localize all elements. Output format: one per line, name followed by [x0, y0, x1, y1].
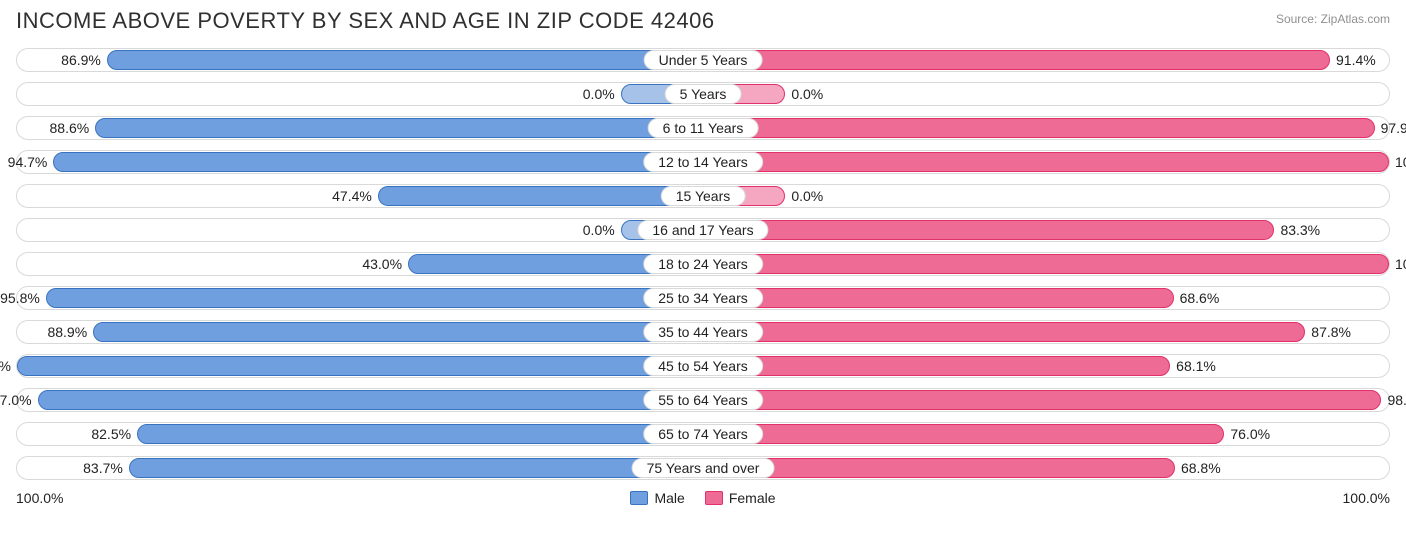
value-label-male: 97.0%	[0, 392, 32, 408]
category-label: 16 and 17 Years	[637, 220, 768, 240]
bar-male	[46, 288, 703, 308]
chart-row: 65 to 74 Years 82.5% 76.0%	[16, 422, 1390, 446]
category-label: 6 to 11 Years	[648, 118, 759, 138]
category-label: Under 5 Years	[644, 50, 763, 70]
value-label-male: 95.8%	[0, 290, 40, 306]
value-label-male: 0.0%	[583, 222, 615, 238]
value-label-male: 88.9%	[47, 324, 87, 340]
value-label-female: 87.8%	[1311, 324, 1351, 340]
value-label-male: 86.9%	[61, 52, 101, 68]
value-label-female: 83.3%	[1280, 222, 1320, 238]
swatch-female	[705, 491, 723, 505]
bar-male	[38, 390, 703, 410]
value-label-female: 68.6%	[1180, 290, 1220, 306]
category-label: 12 to 14 Years	[643, 152, 763, 172]
bar-female	[703, 356, 1170, 376]
chart-row: 16 and 17 Years 0.0% 83.3%	[16, 218, 1390, 242]
bar-male	[378, 186, 703, 206]
bar-female	[703, 220, 1274, 240]
bar-female	[703, 390, 1381, 410]
bar-female	[703, 322, 1305, 342]
value-label-female: 97.9%	[1381, 120, 1406, 136]
chart-footer: 100.0% Male Female 100.0%	[16, 490, 1390, 506]
bar-female	[703, 50, 1330, 70]
value-label-male: 0.0%	[583, 86, 615, 102]
chart-container: INCOME ABOVE POVERTY BY SEX AND AGE IN Z…	[0, 0, 1406, 558]
value-label-female: 0.0%	[791, 188, 823, 204]
category-label: 75 Years and over	[632, 458, 775, 478]
value-label-female: 91.4%	[1336, 52, 1376, 68]
chart-row: 5 Years 0.0% 0.0%	[16, 82, 1390, 106]
chart-row: 18 to 24 Years43.0%100.0%	[16, 252, 1390, 276]
chart-row: 55 to 64 Years97.0%98.9%	[16, 388, 1390, 412]
value-label-male: 82.5%	[91, 426, 131, 442]
bar-female	[703, 118, 1375, 138]
legend-item-female: Female	[705, 490, 776, 506]
axis-right-max: 100.0%	[1343, 490, 1390, 506]
chart-row: 15 Years 47.4% 0.0%	[16, 184, 1390, 208]
bar-male	[95, 118, 703, 138]
legend-label-male: Male	[654, 490, 684, 506]
value-label-female: 68.8%	[1181, 460, 1221, 476]
bar-male	[17, 356, 703, 376]
chart-row: 6 to 11 Years88.6%97.9%	[16, 116, 1390, 140]
value-label-female: 98.9%	[1387, 392, 1406, 408]
chart-source: Source: ZipAtlas.com	[1276, 8, 1390, 26]
bar-female	[703, 288, 1174, 308]
legend: Male Female	[630, 490, 775, 506]
category-label: 45 to 54 Years	[643, 356, 763, 376]
bar-female	[703, 424, 1224, 444]
bar-male	[137, 424, 703, 444]
category-label: 25 to 34 Years	[643, 288, 763, 308]
value-label-male: 47.4%	[332, 188, 372, 204]
bar-male	[129, 458, 703, 478]
value-label-male: 83.7%	[83, 460, 123, 476]
value-label-male: 88.6%	[50, 120, 90, 136]
value-label-female: 0.0%	[791, 86, 823, 102]
value-label-female: 76.0%	[1230, 426, 1270, 442]
category-label: 55 to 64 Years	[643, 390, 763, 410]
chart-row: 12 to 14 Years94.7%100.0%	[16, 150, 1390, 174]
bar-female	[703, 152, 1389, 172]
category-label: 5 Years	[665, 84, 742, 104]
chart-rows: Under 5 Years 86.9% 91.4% 5 Years 0.0% 0.0% 6 …	[16, 48, 1390, 480]
value-label-male: 43.0%	[362, 256, 402, 272]
legend-label-female: Female	[729, 490, 776, 506]
category-label: 18 to 24 Years	[643, 254, 763, 274]
bar-female	[703, 254, 1389, 274]
legend-item-male: Male	[630, 490, 684, 506]
chart-header: INCOME ABOVE POVERTY BY SEX AND AGE IN Z…	[16, 8, 1390, 34]
chart-row: Under 5 Years 86.9% 91.4%	[16, 48, 1390, 72]
bar-male	[107, 50, 703, 70]
chart-title: INCOME ABOVE POVERTY BY SEX AND AGE IN Z…	[16, 8, 715, 34]
swatch-male	[630, 491, 648, 505]
value-label-female: 68.1%	[1176, 358, 1216, 374]
value-label-female: 100.0%	[1395, 154, 1406, 170]
value-label-male: 94.7%	[8, 154, 48, 170]
chart-row: 35 to 44 Years 88.9% 87.8%	[16, 320, 1390, 344]
chart-row: 45 to 54 Years100.0%68.1%	[16, 354, 1390, 378]
axis-left-max: 100.0%	[16, 490, 63, 506]
category-label: 15 Years	[661, 186, 746, 206]
bar-male	[93, 322, 703, 342]
category-label: 35 to 44 Years	[643, 322, 763, 342]
value-label-male: 100.0%	[0, 358, 11, 374]
bar-male	[53, 152, 703, 172]
category-label: 65 to 74 Years	[643, 424, 763, 444]
value-label-female: 100.0%	[1395, 256, 1406, 272]
chart-row: 25 to 34 Years95.8%68.6%	[16, 286, 1390, 310]
chart-row: 75 Years and over 83.7% 68.8%	[16, 456, 1390, 480]
